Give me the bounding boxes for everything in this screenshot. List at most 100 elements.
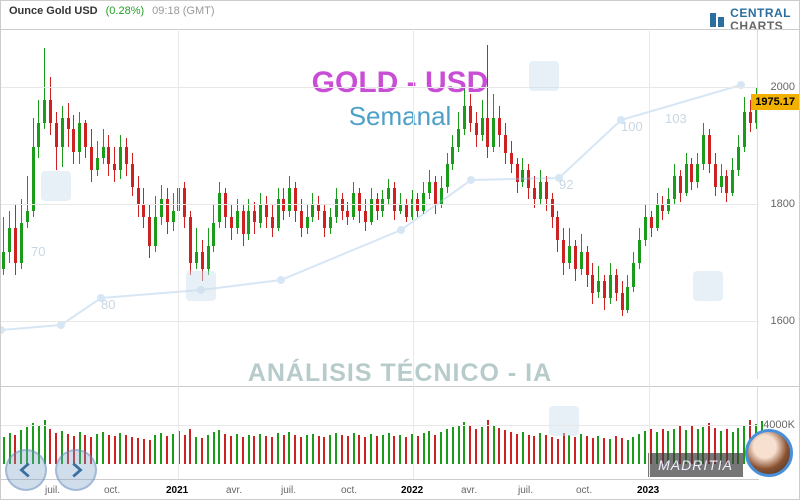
candle (393, 30, 396, 380)
candle (586, 30, 589, 380)
candle (673, 30, 676, 380)
candle (55, 30, 58, 380)
candle (90, 30, 93, 380)
volume-bar (458, 425, 460, 464)
volume-bar (248, 435, 250, 464)
volume-bar (259, 434, 261, 464)
candle (247, 30, 250, 380)
volume-bar (539, 433, 541, 464)
candle (650, 30, 653, 380)
author-badge[interactable]: MADRITIA (648, 429, 793, 477)
volume-bar (102, 432, 104, 464)
candle (166, 30, 169, 380)
chart-header: Ounce Gold USD (0.28%) 09:18 (GMT) (9, 5, 215, 17)
candle (113, 30, 116, 380)
volume-bar (481, 427, 483, 464)
last-price-badge: 1975.17 (751, 94, 799, 110)
volume-bar (283, 435, 285, 464)
next-chart-button[interactable] (55, 449, 97, 491)
x-tick-label: oct. (576, 485, 592, 496)
candle (271, 30, 274, 380)
x-tick-label: 2022 (401, 485, 423, 496)
candle (667, 30, 670, 380)
candle (96, 30, 99, 380)
candle (142, 30, 145, 380)
volume-bar (108, 435, 110, 464)
candle (656, 30, 659, 380)
candle (545, 30, 548, 380)
timestamp: 09:18 (GMT) (152, 5, 214, 17)
volume-bar (364, 437, 366, 464)
candle (242, 30, 245, 380)
candle (638, 30, 641, 380)
candle (61, 30, 64, 380)
candle (26, 30, 29, 380)
volume-bar (154, 435, 156, 464)
candle (632, 30, 635, 380)
candle (107, 30, 110, 380)
volume-bar (125, 435, 127, 464)
candle (317, 30, 320, 380)
volume-bar (329, 435, 331, 464)
volume-bar (603, 438, 605, 464)
x-tick-label: oct. (341, 485, 357, 496)
candle (626, 30, 629, 380)
candle (492, 30, 495, 380)
candle (731, 30, 734, 380)
prev-chart-button[interactable] (5, 449, 47, 491)
candle (119, 30, 122, 380)
volume-bar (446, 429, 448, 464)
volume-bar (119, 433, 121, 464)
candle (498, 30, 501, 380)
x-tick-label: 2021 (166, 485, 188, 496)
candle (708, 30, 711, 380)
candle (323, 30, 326, 380)
volume-bar (306, 435, 308, 464)
volume-bar (242, 437, 244, 464)
volume-bar (399, 435, 401, 464)
volume-bar (137, 438, 139, 464)
candle (644, 30, 647, 380)
candle (20, 30, 23, 380)
candle (148, 30, 151, 380)
candle (556, 30, 559, 380)
volume-bar (131, 437, 133, 464)
candle (609, 30, 612, 380)
candle (399, 30, 402, 380)
candle (690, 30, 693, 380)
volume-bar (288, 432, 290, 464)
volume-bar (545, 435, 547, 464)
candle (137, 30, 140, 380)
volume-bar (341, 435, 343, 464)
candle (749, 30, 752, 380)
volume-bar (114, 436, 116, 464)
candle (253, 30, 256, 380)
volume-bar (388, 433, 390, 464)
candle (230, 30, 233, 380)
candle (481, 30, 484, 380)
candle (125, 30, 128, 380)
volume-bar (597, 436, 599, 464)
volume-bar (166, 436, 168, 464)
candle (591, 30, 594, 380)
candle (568, 30, 571, 380)
candle (428, 30, 431, 380)
candle (277, 30, 280, 380)
candle (737, 30, 740, 380)
candle (434, 30, 437, 380)
logo-icon (708, 11, 726, 29)
x-tick-label: juil. (281, 485, 296, 496)
candle (615, 30, 618, 380)
volume-bar (644, 431, 646, 464)
candle (189, 30, 192, 380)
candle (562, 30, 565, 380)
volume-bar (230, 436, 232, 464)
candle (212, 30, 215, 380)
volume-bar (627, 440, 629, 464)
volume-bar (277, 433, 279, 464)
candle (32, 30, 35, 380)
candle (154, 30, 157, 380)
volume-bar (487, 420, 489, 464)
volume-bar (335, 433, 337, 464)
x-tick-label: juil. (518, 485, 533, 496)
